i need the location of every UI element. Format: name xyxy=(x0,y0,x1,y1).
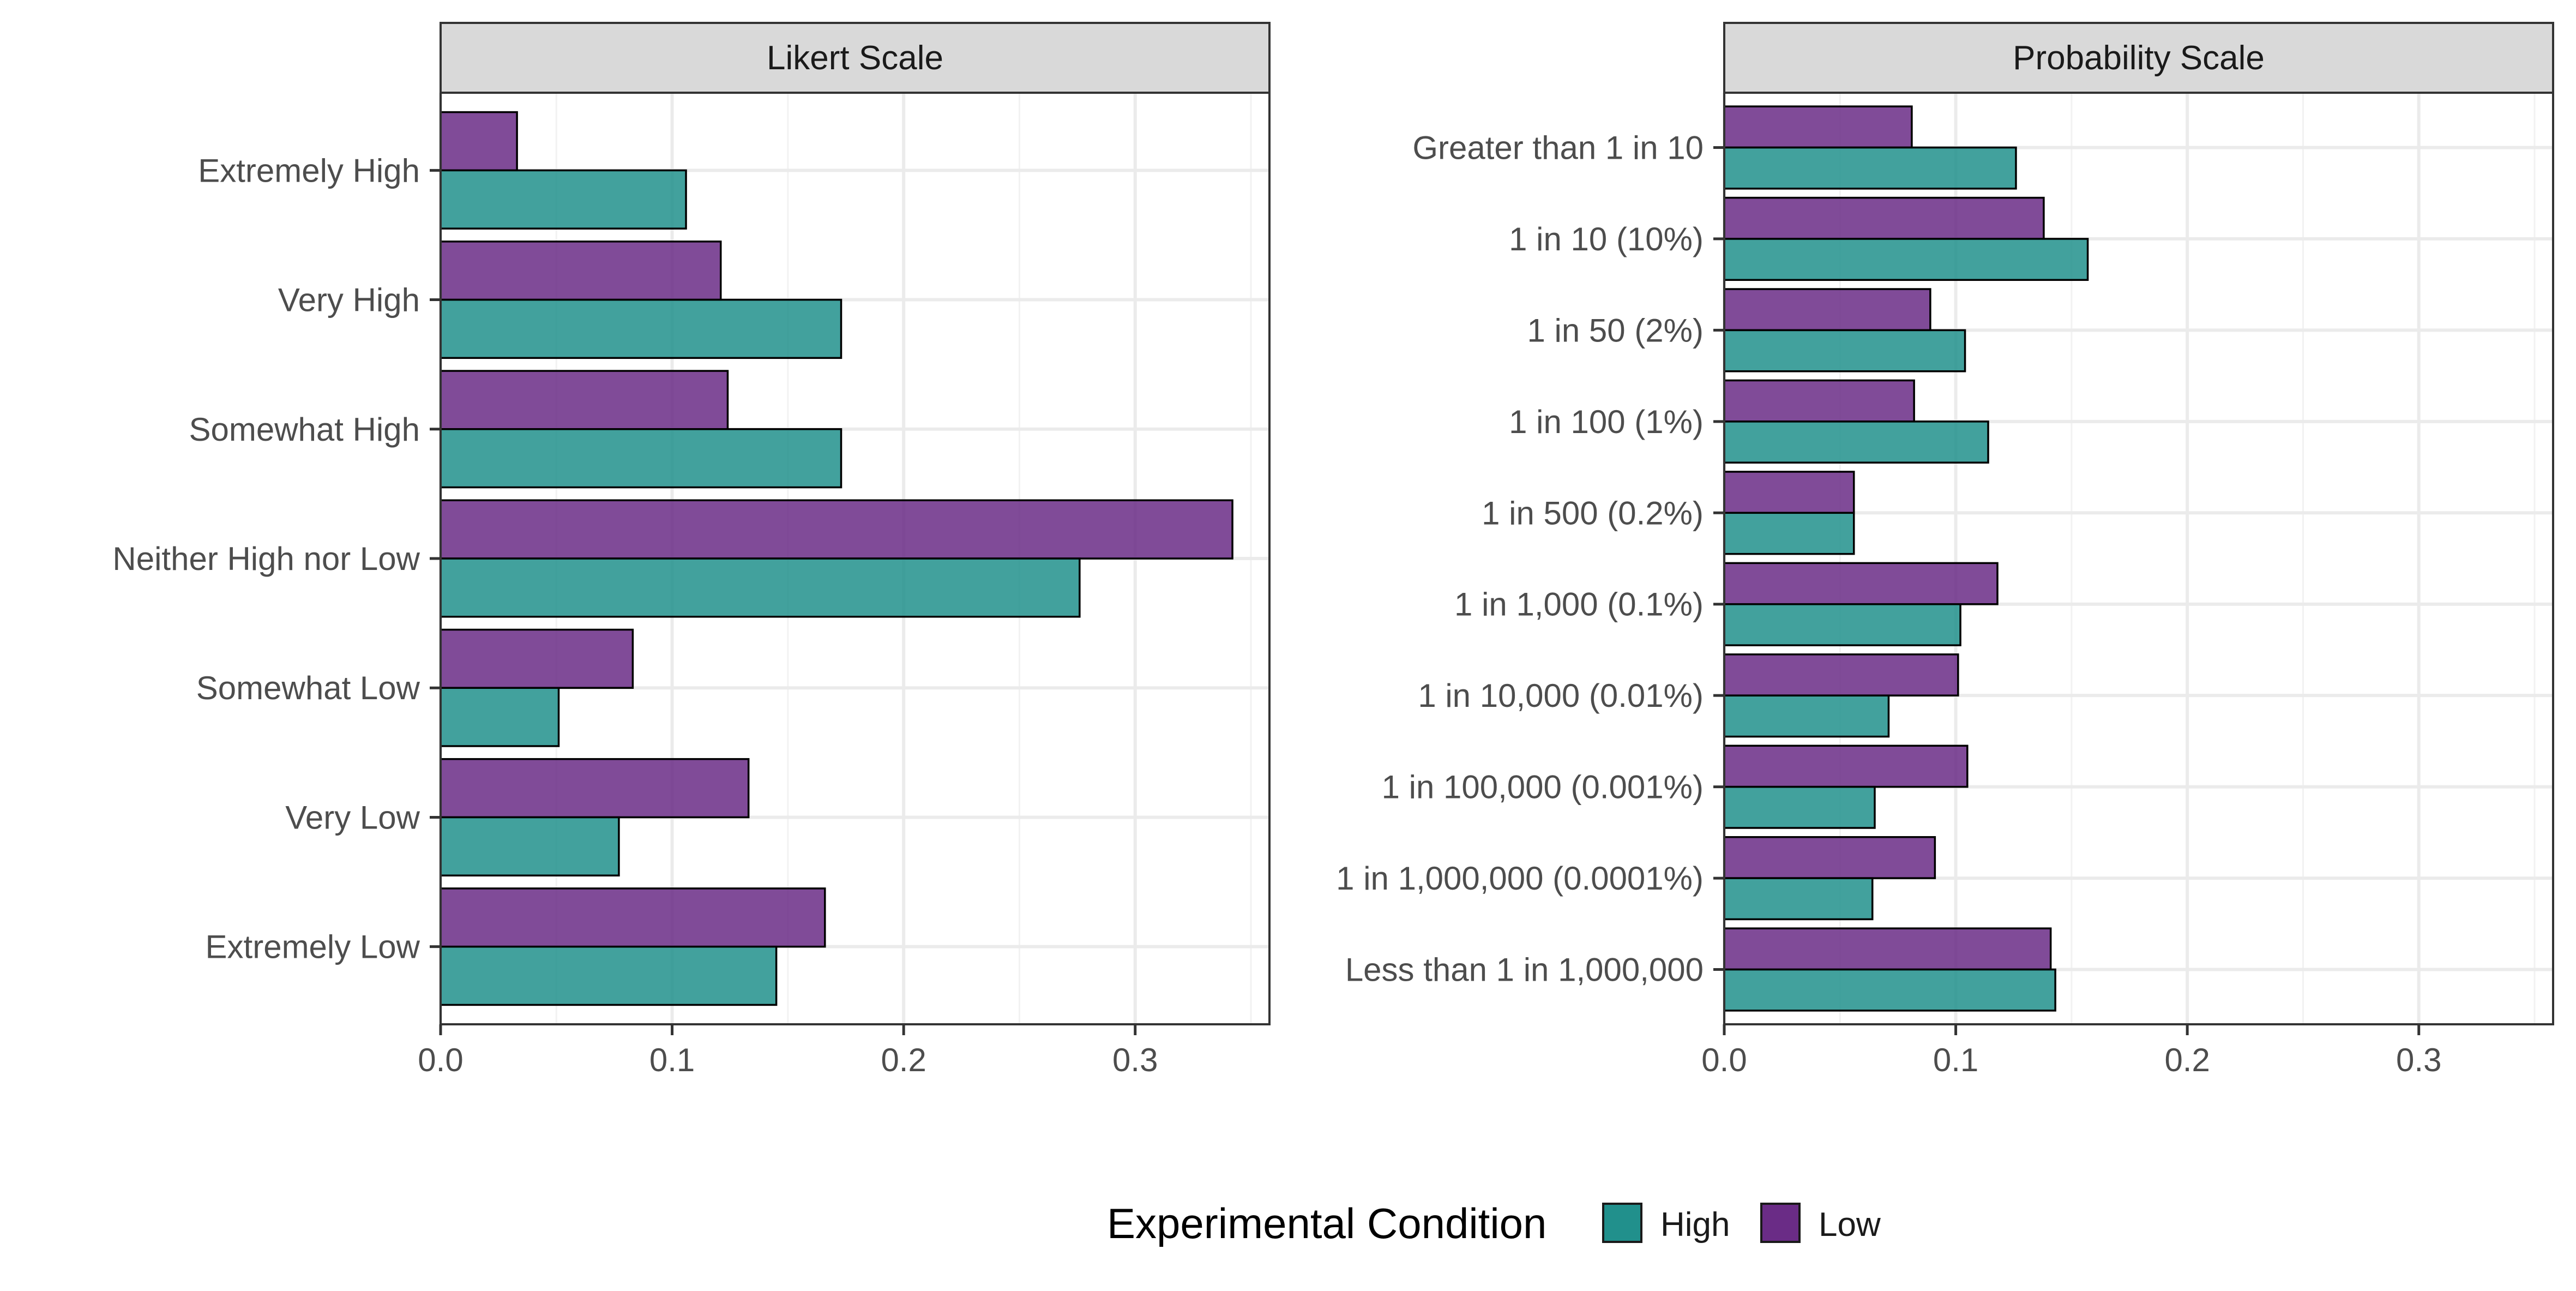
bar-low xyxy=(1723,196,2045,240)
x-tick-label: 0.3 xyxy=(2396,1042,2441,1078)
bar-low xyxy=(440,758,750,819)
category-label: 1 in 100,000 (0.001%) xyxy=(1382,769,1704,806)
bar-low xyxy=(1723,562,1999,605)
bar-high xyxy=(1723,421,1989,464)
bar-low xyxy=(1723,653,1959,696)
category-label: 1 in 1,000 (0.1%) xyxy=(1454,586,1704,623)
x-tick-label: 0.2 xyxy=(881,1042,926,1078)
bar-high xyxy=(440,557,1081,618)
legend-label-low: Low xyxy=(1819,1206,1881,1244)
bar-high xyxy=(1723,877,1874,921)
bar-high xyxy=(440,428,842,489)
bar-low xyxy=(440,370,729,430)
x-tick-label: 0.1 xyxy=(649,1042,695,1078)
bar-high xyxy=(1723,694,1890,738)
facet-title: Likert Scale xyxy=(767,39,943,77)
x-tick-label: 0.3 xyxy=(1112,1042,1158,1078)
bar-low xyxy=(1723,744,1969,788)
x-tick-label: 0.2 xyxy=(2164,1042,2210,1078)
category-label: Neither High nor Low xyxy=(112,541,420,577)
bar-high xyxy=(1723,968,2056,1012)
panels-layer: Likert Scale Extremely High Very High Somew… xyxy=(112,22,2554,1078)
bar-low xyxy=(440,628,634,689)
category-label: Somewhat Low xyxy=(196,670,420,706)
category-label: Extremely Low xyxy=(206,929,420,965)
facet-title: Probability Scale xyxy=(2013,39,2265,77)
bar-high xyxy=(440,298,842,359)
facet-strip xyxy=(1723,22,2554,94)
bar-high xyxy=(440,816,620,876)
bar-low xyxy=(1723,927,2052,971)
category-label: Less than 1 in 1,000,000 xyxy=(1345,952,1704,988)
legend-key-high xyxy=(1602,1203,1642,1243)
bar-low xyxy=(1723,288,1931,332)
category-label: Somewhat High xyxy=(189,411,420,448)
category-label: 1 in 500 (0.2%) xyxy=(1482,495,1704,531)
bar-low xyxy=(1723,379,1915,423)
bar-low xyxy=(440,241,722,301)
category-label: 1 in 100 (1%) xyxy=(1509,404,1704,440)
x-tick-label: 0.1 xyxy=(1933,1042,1978,1078)
legend-title: Experimental Condition xyxy=(1107,1199,1546,1247)
x-tick-label: 0.0 xyxy=(1701,1042,1747,1078)
facet-strip xyxy=(440,22,1271,94)
category-label: Very High xyxy=(278,282,420,319)
bar-high xyxy=(440,687,560,747)
bar-low xyxy=(1723,105,1913,149)
category-label: Very Low xyxy=(285,799,420,836)
bar-high xyxy=(1723,512,1855,555)
legend: Experimental Condition High Low xyxy=(1107,1199,1881,1247)
bar-low xyxy=(440,111,518,172)
bar-high xyxy=(1723,603,1961,646)
bar-high xyxy=(440,169,687,230)
x-tick-label: 0.0 xyxy=(418,1042,463,1078)
panel-likert: Likert Scale Extremely High Very High Somew… xyxy=(112,22,1271,1078)
bar-high xyxy=(1723,146,2017,190)
legend-key-low xyxy=(1760,1203,1801,1243)
category-label: Greater than 1 in 10 xyxy=(1412,129,1704,166)
bar-low xyxy=(440,887,826,948)
bar-high xyxy=(1723,238,2089,281)
category-label: Extremely High xyxy=(198,152,420,189)
bar-high xyxy=(1723,785,1876,829)
bar-low xyxy=(440,499,1233,560)
bar-low xyxy=(1723,836,1936,879)
legend-label-high: High xyxy=(1660,1206,1730,1244)
category-label: 1 in 10 (10%) xyxy=(1509,221,1704,257)
bar-high xyxy=(440,945,778,1006)
bar-low xyxy=(1723,471,1855,514)
category-label: 1 in 1,000,000 (0.0001%) xyxy=(1336,860,1704,897)
bar-high xyxy=(1723,329,1966,373)
panel-probability: Probability Scale Greater than 1 in 10 1 i… xyxy=(1336,22,2554,1078)
category-label: 1 in 50 (2%) xyxy=(1527,312,1704,349)
category-label: 1 in 10,000 (0.01%) xyxy=(1418,677,1704,714)
